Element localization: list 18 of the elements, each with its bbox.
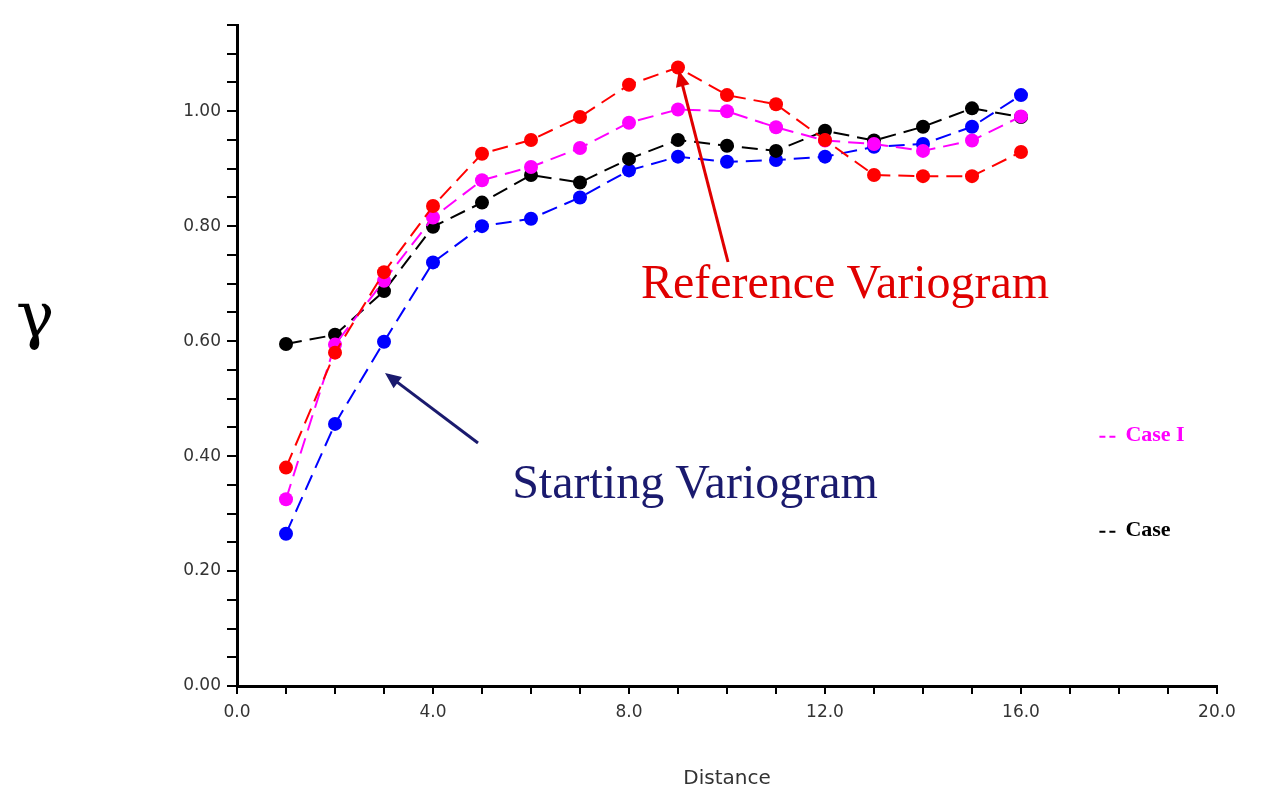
x-tick-label: 12.0: [806, 700, 844, 721]
annotation: Reference Variogram: [640, 254, 1050, 308]
legend-label: Case I: [1125, 420, 1185, 446]
legend-label: Case: [1125, 515, 1171, 541]
x-tick-label: 20.0: [1198, 700, 1236, 721]
y-tick-label: 0.60: [183, 329, 221, 350]
x-tick-label: 0.0: [223, 700, 251, 721]
x-axis-title: Distance: [683, 765, 771, 790]
y-tick-label: 1.00: [183, 99, 221, 120]
x-tick-label: 8.0: [615, 700, 643, 721]
y-tick-label: 0.40: [183, 444, 221, 465]
y-tick-label: 0.20: [183, 559, 221, 580]
y-tick-label: 0.00: [183, 674, 221, 695]
x-tick-label: 16.0: [1002, 700, 1040, 721]
y-axis-title: γ: [15, 277, 55, 352]
y-tick-label: 0.80: [183, 214, 221, 235]
annotation: Starting Variogram: [512, 454, 878, 508]
x-tick-label: 4.0: [419, 700, 447, 721]
